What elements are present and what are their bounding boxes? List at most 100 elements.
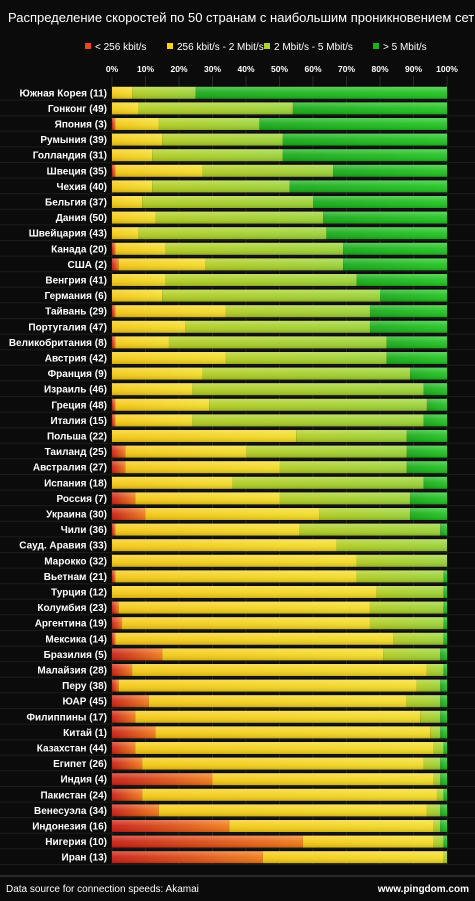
row-label-24: Австралия (27): [33, 463, 107, 474]
bar-gloss-35: [112, 632, 447, 645]
row-label-21: Италия (15): [50, 416, 107, 427]
bar-gloss-49: [112, 851, 447, 864]
bar-gloss-7: [112, 196, 447, 208]
legend-swatch-2: [264, 43, 270, 49]
bar-gloss-17: [112, 352, 447, 364]
x-tick-label-1: 10%: [137, 64, 154, 74]
chart-title: Распределение скоростей по 50 странам с …: [8, 10, 475, 25]
x-tick-label-8: 80%: [371, 64, 388, 74]
row-label-19: Израиль (46): [44, 385, 107, 396]
x-tick-label-4: 40%: [237, 64, 254, 74]
row-label-12: Венгрия (41): [45, 276, 107, 287]
legend-label-0: < 256 kbit/s: [95, 42, 146, 53]
bar-gloss-11: [112, 258, 447, 271]
row-label-14: Тайвань (29): [45, 307, 107, 318]
row-label-15: Португалия (47): [28, 322, 107, 333]
legend-swatch-1: [167, 43, 173, 49]
bar-rows: Южная Корея (11) Гонконг (49) Япония (3) Ру…: [0, 86, 475, 865]
bar-gloss-44: [112, 773, 447, 786]
row-label-33: Колумбия (23): [37, 602, 107, 614]
row-label-9: Швейцария (43): [29, 229, 107, 240]
row-label-8: Дания (50): [56, 213, 107, 224]
row-label-30: Марокко (32): [44, 556, 107, 567]
row-label-44: Индия (4): [60, 775, 107, 786]
x-tick-label-10: 100%: [436, 64, 458, 74]
bar-gloss-16: [112, 336, 447, 349]
row-label-34: Аргентина (19): [35, 619, 107, 630]
bar-gloss-29: [112, 539, 447, 552]
bar-gloss-33: [112, 601, 447, 614]
row-label-11: США (2): [68, 260, 108, 271]
bar-gloss-5: [112, 164, 447, 177]
row-label-13: Германия (6): [44, 291, 107, 302]
bar-gloss-19: [112, 383, 447, 396]
row-label-48: Нигерия (10): [45, 837, 107, 848]
row-label-20: Греция (48): [51, 400, 107, 411]
row-label-16: Великобритания (8): [9, 337, 107, 349]
row-label-32: Турция (12): [51, 588, 107, 599]
bar-gloss-32: [112, 586, 447, 598]
x-tick-label-6: 60%: [304, 64, 321, 74]
bar-gloss-43: [112, 757, 447, 770]
row-label-0: Южная Корея (11): [20, 88, 107, 99]
legend: < 256 kbit/s 256 kbit/s - 2 Mbit/s 2 Mbit/…: [85, 42, 427, 53]
bar-gloss-18: [112, 367, 447, 380]
row-label-22: Польша (22): [47, 432, 107, 443]
row-label-42: Казахстан (44): [37, 744, 107, 755]
bar-gloss-36: [112, 648, 447, 661]
row-label-5: Швеция (35): [47, 166, 107, 177]
bar-gloss-13: [112, 289, 447, 302]
row-label-26: Россия (7): [56, 494, 107, 505]
row-label-43: Египет (26): [53, 759, 107, 770]
row-label-46: Венесуэла (34): [34, 806, 107, 817]
bar-gloss-26: [112, 492, 447, 505]
bar-gloss-46: [112, 804, 447, 817]
legend-swatch-0: [85, 43, 91, 49]
bar-gloss-1: [112, 102, 447, 115]
bar-gloss-0: [112, 86, 447, 99]
row-label-40: Филиппины (17): [26, 712, 107, 723]
row-label-39: ЮАР (45): [62, 697, 107, 708]
row-label-25: Испания (18): [44, 478, 107, 489]
legend-swatch-3: [373, 43, 379, 49]
x-axis-ticks: 0% 10% 20% 30% 40% 50% 60% 70% 80% 90% 100%: [106, 64, 458, 74]
row-label-47: Индонезия (16): [32, 822, 107, 833]
x-tick-label-2: 20%: [170, 64, 187, 74]
row-label-29: Сауд. Аравия (33): [19, 541, 107, 552]
row-label-36: Бразилия (5): [44, 650, 107, 661]
bar-gloss-4: [112, 149, 447, 162]
legend-label-1: 256 kbit/s - 2 Mbit/s: [177, 42, 264, 53]
legend-label-2: 2 Mbit/s - 5 Mbit/s: [274, 42, 353, 53]
bar-gloss-40: [112, 710, 447, 723]
bar-gloss-42: [112, 742, 447, 754]
bar-gloss-30: [112, 554, 447, 567]
row-label-27: Украина (30): [46, 510, 107, 521]
row-label-28: Чили (36): [61, 525, 107, 536]
bar-gloss-14: [112, 305, 447, 318]
x-tick-label-9: 90%: [405, 64, 422, 74]
footer-site: www.pingdom.com: [377, 884, 469, 895]
row-label-1: Гонконг (49): [48, 104, 107, 115]
row-label-35: Мексика (14): [45, 634, 107, 645]
row-label-6: Чехия (40): [56, 182, 107, 193]
row-label-7: Бельгия (37): [45, 198, 107, 209]
bar-gloss-47: [112, 820, 447, 832]
bar-gloss-2: [112, 118, 447, 130]
bar-gloss-34: [112, 617, 447, 630]
x-tick-label-0: 0%: [106, 64, 119, 74]
row-label-4: Голландия (31): [33, 151, 107, 162]
bar-gloss-21: [112, 414, 447, 427]
bar-gloss-27: [112, 508, 447, 520]
bar-gloss-23: [112, 445, 447, 458]
bar-gloss-31: [112, 570, 447, 583]
bar-gloss-25: [112, 476, 447, 489]
row-label-31: Вьетнам (21): [44, 572, 107, 583]
footer-source: Data source for connection speeds: Akama…: [6, 884, 199, 895]
bar-gloss-22: [112, 430, 447, 442]
bar-gloss-37: [112, 664, 447, 676]
bar-gloss-41: [112, 726, 447, 739]
bar-gloss-20: [112, 398, 447, 411]
bar-gloss-15: [112, 320, 447, 333]
